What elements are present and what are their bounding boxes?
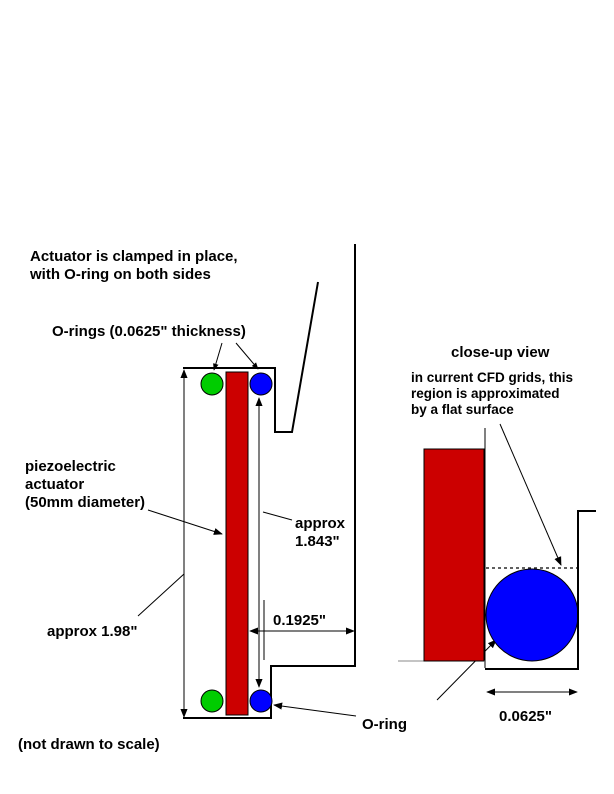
not-to-scale-label: (not drawn to scale) bbox=[18, 736, 160, 753]
total-height-leader bbox=[137, 573, 185, 617]
orings-thickness-label: O-rings (0.0625" thickness) bbox=[52, 323, 246, 340]
closeup-dimension-label: 0.0625" bbox=[499, 708, 552, 725]
total-height-label: approx 1.98" bbox=[47, 623, 137, 640]
oring-top-left bbox=[200, 372, 224, 396]
closeup-oring bbox=[485, 568, 579, 662]
piezo-label-line1: piezoelectric bbox=[25, 458, 116, 475]
clamp-note-line1: Actuator is clamped in place, bbox=[30, 248, 238, 265]
cfd-note-line3: by a flat surface bbox=[411, 402, 514, 417]
piezo-label-line2: actuator bbox=[25, 476, 84, 493]
approx-label-line1: approx bbox=[295, 515, 346, 532]
closeup-housing-outline bbox=[485, 510, 596, 670]
piezo-leader bbox=[147, 509, 223, 535]
piezo-label-line3: (50mm diameter) bbox=[25, 494, 145, 511]
closeup-view bbox=[398, 428, 596, 696]
oring-top-right bbox=[249, 372, 273, 396]
gap-label: 0.1925" bbox=[273, 612, 326, 629]
oring-label: O-ring bbox=[362, 716, 407, 733]
bottom-oring-leader bbox=[273, 702, 357, 717]
oring-bottom-right bbox=[249, 689, 273, 713]
closeup-oring-leader bbox=[436, 639, 497, 701]
housing-outline bbox=[183, 244, 356, 719]
piezo-actuator bbox=[225, 371, 249, 716]
oring-leader-1 bbox=[213, 342, 223, 371]
oring-leader-2 bbox=[235, 342, 259, 370]
cfd-note-line1: in current CFD grids, this bbox=[411, 370, 573, 385]
oring-bottom-left bbox=[200, 689, 224, 713]
cfd-note-line2: region is approximated bbox=[411, 386, 560, 401]
closeup-actuator bbox=[423, 448, 485, 662]
approx-leader bbox=[262, 511, 293, 521]
cfd-leader bbox=[499, 423, 562, 566]
closeup-title: close-up view bbox=[451, 344, 550, 361]
clamp-note-line2: with O-ring on both sides bbox=[29, 266, 211, 283]
approx-label-line2: 1.843" bbox=[295, 533, 340, 550]
